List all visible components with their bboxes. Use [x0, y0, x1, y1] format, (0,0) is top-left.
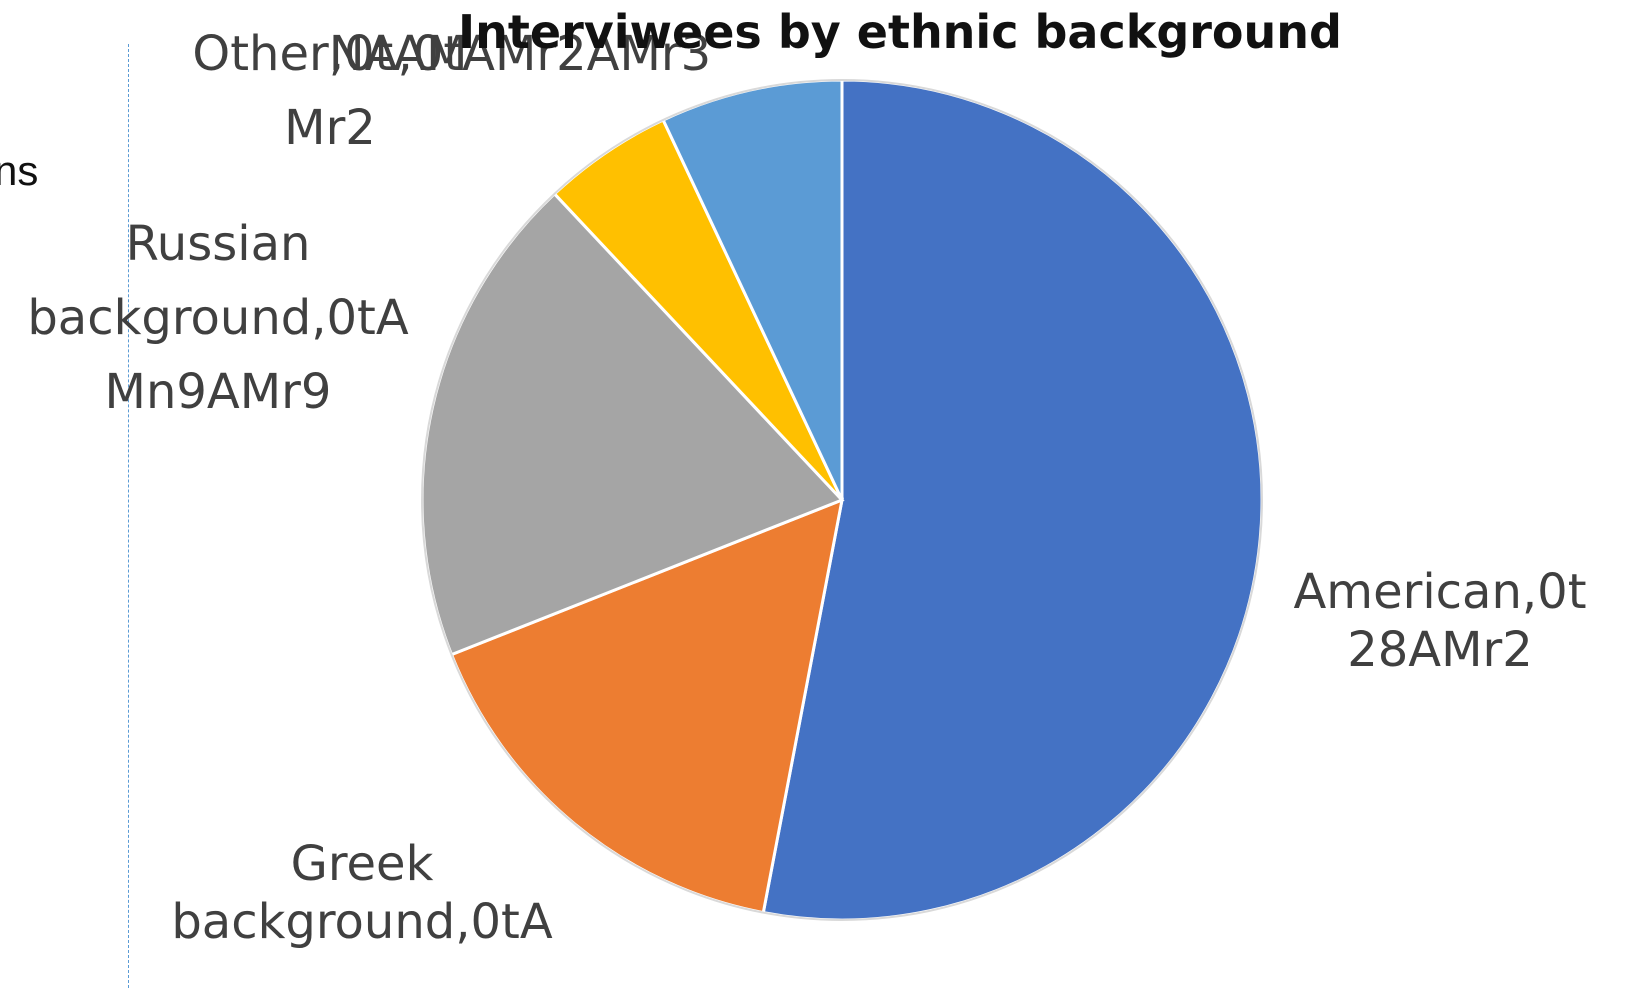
dashed-guide-line: [128, 44, 129, 988]
slice-label-line: Russian: [126, 216, 311, 272]
slice-label-line: Other,0tAM: [192, 26, 467, 82]
slice-label: Russian background,0tA Mn9AMr9: [27, 216, 409, 420]
slice-label-line: Mn9AMr9: [105, 364, 332, 420]
slice-label-line: background,0tA: [27, 290, 409, 346]
slice-label-line: American,0t: [1293, 564, 1586, 620]
slice-label: Other,0tAM Mr2: [192, 26, 467, 156]
slice-label: Greek background,0tA: [171, 836, 553, 950]
slice-label-line: NA,0tAMr2AMr3: [329, 26, 711, 82]
side-text: ns: [0, 147, 39, 194]
pie-outline: [421, 79, 1263, 921]
slice-label-line: Greek: [291, 836, 434, 892]
slice-label-line: 28AMr2: [1347, 622, 1533, 678]
slice-label-line: background,0tA: [171, 894, 553, 950]
slice-label: NA,0tAMr2AMr3: [329, 26, 711, 82]
slice-label-line: Mr2: [284, 100, 376, 156]
slice-label: American,0t 28AMr2: [1293, 564, 1586, 678]
chart-title: Interviwees by ethnic background: [458, 5, 1342, 59]
